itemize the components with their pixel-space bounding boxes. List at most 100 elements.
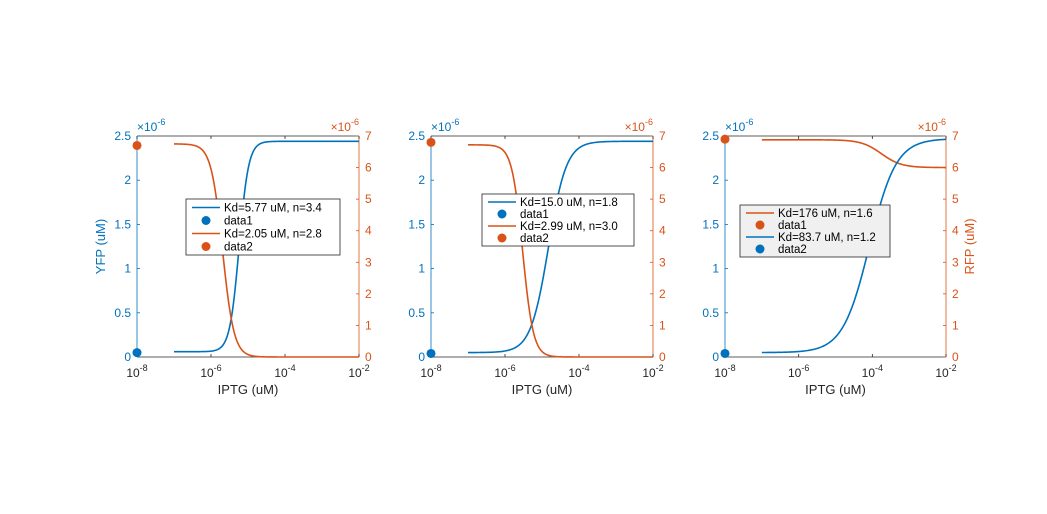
legend-marker-swatch <box>497 209 507 219</box>
data-point-right <box>426 137 436 147</box>
legend-label: Kd=2.05 uM, n=2.8 <box>224 229 322 241</box>
fit-curve-rfp <box>761 138 947 169</box>
x-tick-label: 10-6 <box>494 363 515 380</box>
left-y-tick-label: 0 <box>712 350 719 364</box>
left-y-tick-label: 0.5 <box>114 306 131 320</box>
x-tick-label-base: 10 <box>200 366 214 380</box>
x-tick-label-base: 10 <box>348 366 362 380</box>
left-y-tick-label: 0 <box>418 350 425 364</box>
left-y-tick-label: 2 <box>712 173 719 187</box>
right-y-tick-label: 5 <box>659 192 666 206</box>
left-y-multiplier-exp: -6 <box>157 117 165 127</box>
x-tick-label: 10-6 <box>788 363 809 380</box>
right-y-tick-label: 3 <box>659 255 666 269</box>
x-tick-label-base: 10 <box>935 366 949 380</box>
x-tick-label: 10-2 <box>935 363 956 380</box>
right-y-multiplier: ×10-6 <box>918 117 946 134</box>
right-y-tick-label: 0 <box>659 350 666 364</box>
legend-label: data2 <box>520 233 549 245</box>
x-tick-label-base: 10 <box>788 366 802 380</box>
legend-marker-swatch <box>201 216 211 225</box>
x-tick-label-base: 10 <box>862 366 876 380</box>
x-tick-label-exp: -2 <box>362 363 370 373</box>
x-axis-label: IPTG (uM) <box>512 382 573 397</box>
legend-marker-swatch <box>755 244 765 254</box>
left-y-multiplier: ×10-6 <box>725 117 753 134</box>
x-tick-label-base: 10 <box>420 366 434 380</box>
right-y-tick-label: 1 <box>659 318 666 332</box>
x-tick-label-exp: -6 <box>214 363 222 373</box>
left-y-tick-label: 1 <box>124 262 131 276</box>
right-y-tick-label: 4 <box>365 224 372 238</box>
legend-label: Kd=176 uM, n=1.6 <box>778 208 873 220</box>
legend-label: data1 <box>520 209 549 221</box>
right-y-multiplier-base: ×10 <box>625 120 646 134</box>
left-y-tick-label: 2 <box>418 173 425 187</box>
x-tick-label-base: 10 <box>494 366 508 380</box>
left-y-tick-label: 1.5 <box>702 217 719 231</box>
x-tick-label-exp: -8 <box>728 363 736 373</box>
legend-label: data2 <box>224 242 253 254</box>
x-tick-label: 10-8 <box>420 363 441 380</box>
legend-label: data1 <box>778 220 807 232</box>
left-y-tick-label: 0.5 <box>702 306 719 320</box>
legend-label: Kd=15.0 uM, n=1.8 <box>520 197 618 209</box>
right-y-multiplier-exp: -6 <box>645 117 653 127</box>
legend-label: Kd=5.77 uM, n=3.4 <box>224 203 322 215</box>
data-point-left <box>426 348 436 358</box>
right-y-tick-label: 6 <box>952 161 959 175</box>
x-tick-label-base: 10 <box>568 366 582 380</box>
right-y-multiplier-exp: -6 <box>351 117 359 127</box>
legend-label: Kd=83.7 uM, n=1.2 <box>778 232 876 244</box>
x-tick-label: 10-2 <box>642 363 663 380</box>
left-y-multiplier-base: ×10 <box>725 120 746 134</box>
right-y-multiplier-exp: -6 <box>938 117 946 127</box>
legend-marker-swatch <box>497 233 507 243</box>
left-y-axis-label: YFP (uM) <box>93 219 108 274</box>
right-y-tick-label: 1 <box>952 318 959 332</box>
left-y-tick-label: 1.5 <box>408 217 425 231</box>
x-tick-label-exp: -6 <box>801 363 809 373</box>
left-y-tick-label: 1 <box>712 262 719 276</box>
data-point-left <box>720 348 730 358</box>
fit-curve-rfp <box>173 143 359 358</box>
right-y-tick-label: 0 <box>365 350 372 364</box>
legend-marker-swatch <box>755 220 765 230</box>
left-y-tick-label: 2 <box>124 173 131 187</box>
right-y-tick-label: 4 <box>659 224 666 238</box>
right-y-multiplier: ×10-6 <box>331 117 359 134</box>
x-tick-label: 10-4 <box>568 363 589 380</box>
right-y-multiplier-base: ×10 <box>918 120 939 134</box>
legend-marker-swatch <box>201 242 211 251</box>
left-y-tick-label: 2.5 <box>702 129 719 143</box>
left-y-tick-label: 1.5 <box>114 217 131 231</box>
right-y-tick-label: 5 <box>952 192 959 206</box>
x-tick-label-exp: -4 <box>875 363 883 373</box>
left-y-tick-label: 2.5 <box>114 129 131 143</box>
right-y-tick-label: 3 <box>365 255 372 269</box>
left-y-tick-label: 0.5 <box>408 306 425 320</box>
x-tick-label: 10-4 <box>862 363 883 380</box>
fit-curve-rfp <box>468 144 653 358</box>
legend-box <box>185 198 341 256</box>
x-tick-label: 10-2 <box>348 363 369 380</box>
x-tick-label-exp: -4 <box>288 363 296 373</box>
x-tick-label: 10-6 <box>200 363 221 380</box>
data-point-right <box>720 134 730 144</box>
right-y-tick-label: 6 <box>365 161 372 175</box>
x-tick-label-exp: -2 <box>949 363 957 373</box>
x-tick-label: 10-4 <box>274 363 295 380</box>
x-tick-label-exp: -8 <box>140 363 148 373</box>
left-y-multiplier-base: ×10 <box>137 120 158 134</box>
x-tick-label-base: 10 <box>714 366 728 380</box>
right-y-tick-label: 1 <box>365 318 372 332</box>
legend-label: data1 <box>224 216 253 228</box>
right-y-tick-label: 4 <box>952 224 959 238</box>
legend-label: data2 <box>778 244 807 256</box>
right-y-multiplier: ×10-6 <box>625 117 653 134</box>
right-y-multiplier-base: ×10 <box>331 120 352 134</box>
